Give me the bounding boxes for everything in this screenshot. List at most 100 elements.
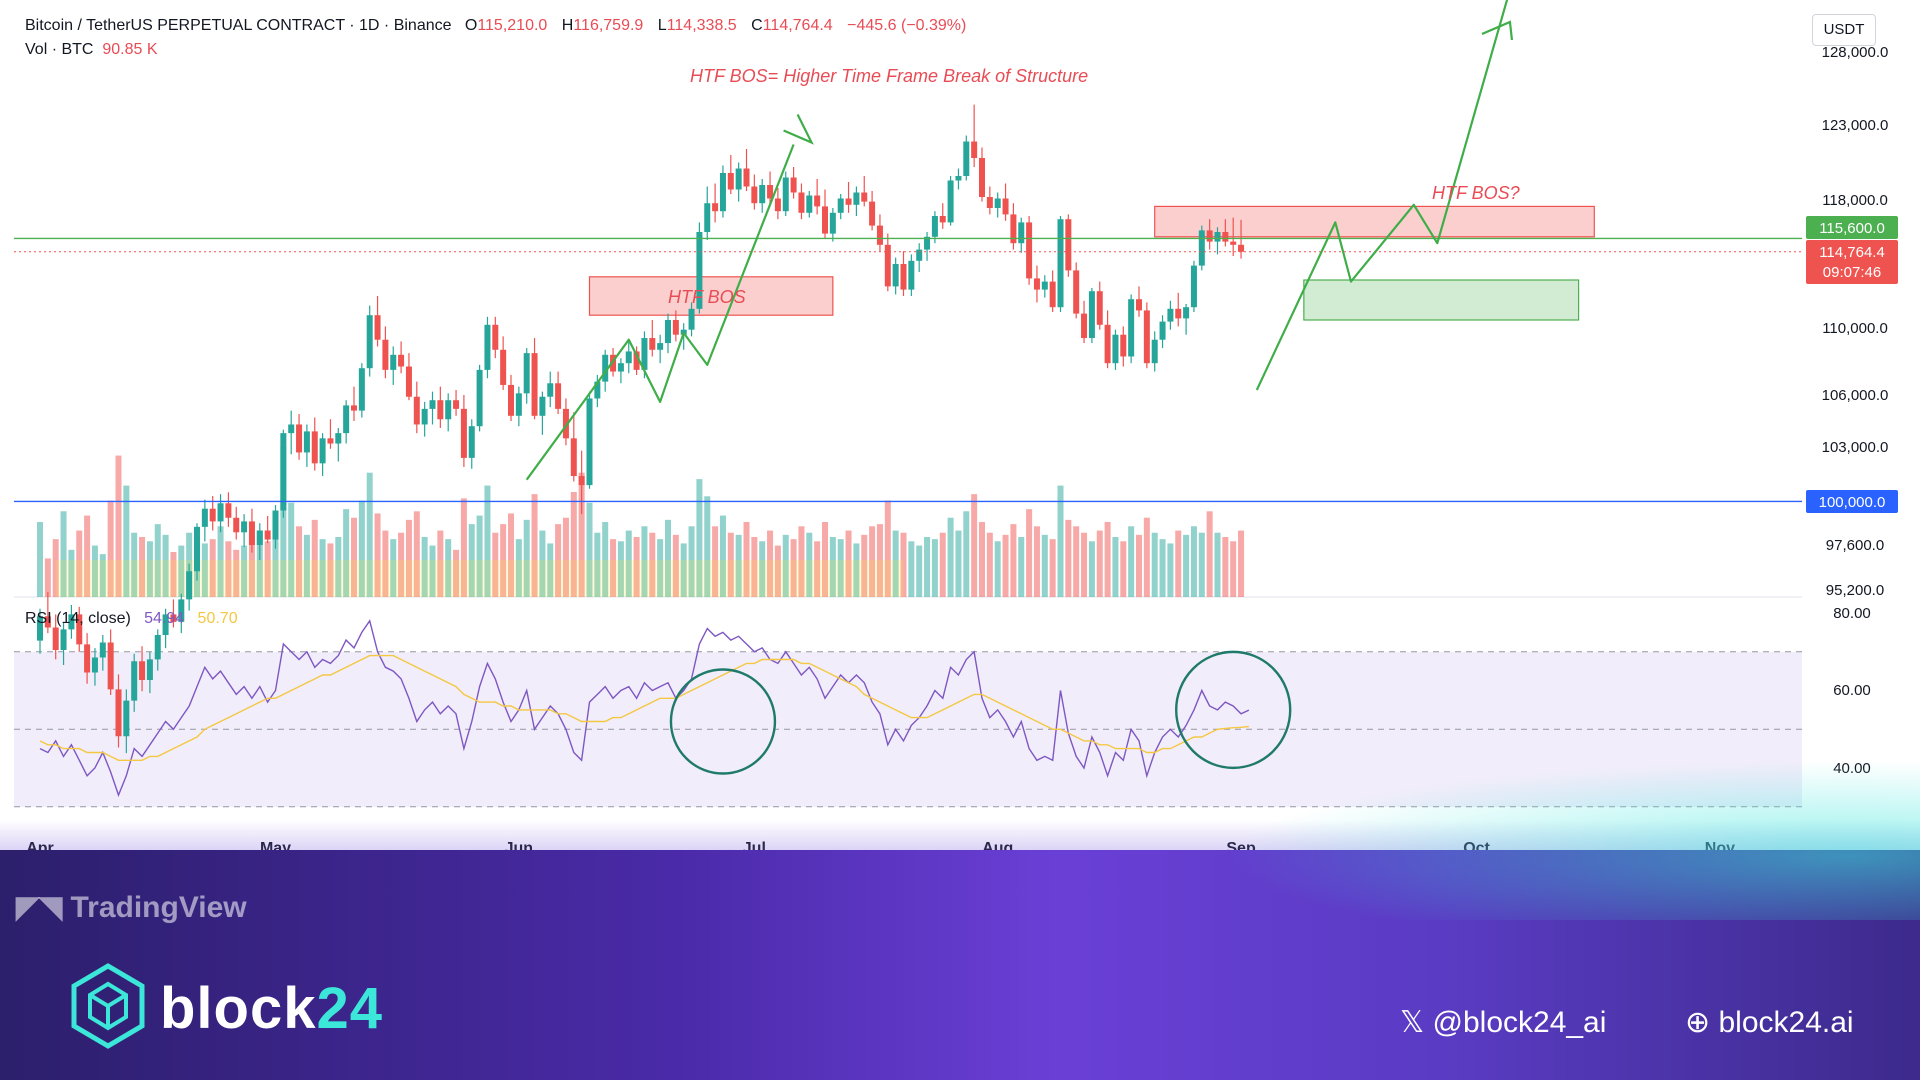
candle-body bbox=[209, 508, 216, 522]
candle-body bbox=[1018, 222, 1025, 244]
volume-bar bbox=[994, 541, 1001, 597]
candle-body bbox=[515, 393, 522, 416]
volume-bar bbox=[288, 502, 295, 597]
volume-bar bbox=[1112, 537, 1119, 597]
volume-bar bbox=[610, 539, 617, 597]
volume-bar bbox=[939, 532, 946, 597]
volume-bar bbox=[1096, 530, 1103, 597]
candle-body bbox=[555, 383, 562, 409]
candle-body bbox=[947, 180, 954, 223]
candle bbox=[296, 414, 303, 460]
volume-label[interactable]: Vol · BTC bbox=[25, 41, 94, 58]
candle-body bbox=[704, 203, 711, 232]
volume-bar bbox=[162, 534, 169, 597]
candle-body bbox=[672, 320, 679, 335]
candle-body bbox=[1081, 313, 1088, 339]
symbol-title[interactable]: Bitcoin / TetherUS PERPETUAL CONTRACT · … bbox=[25, 17, 452, 34]
globe-icon: ⊕ bbox=[1685, 1006, 1719, 1039]
candle bbox=[578, 450, 585, 515]
candle bbox=[107, 629, 114, 695]
candle bbox=[421, 401, 428, 437]
annotation-title: HTF BOS= Higher Time Frame Break of Stru… bbox=[690, 66, 1088, 86]
volume-bar bbox=[727, 532, 734, 597]
annotation-htf-bos-right: HTF BOS? bbox=[1432, 183, 1520, 203]
x-handle[interactable]: 𝕏 @block24_ai bbox=[1400, 1005, 1606, 1040]
candle-body bbox=[531, 353, 538, 416]
candle-body bbox=[861, 192, 868, 202]
candle-body bbox=[900, 264, 907, 290]
candle-body bbox=[131, 661, 138, 701]
candle bbox=[500, 336, 507, 390]
candle-body bbox=[633, 351, 640, 370]
volume-bar bbox=[91, 545, 98, 597]
tradingview-logo: ◤◥ TradingView bbox=[16, 890, 247, 925]
candle-body bbox=[186, 571, 193, 600]
candle-body bbox=[154, 635, 161, 660]
currency-button[interactable]: USDT bbox=[1812, 14, 1876, 46]
rsi-header: RSI (14, close) 54.94 50.70 bbox=[25, 610, 238, 628]
volume-bar bbox=[201, 543, 208, 597]
candle-body bbox=[1120, 334, 1127, 357]
candle-body bbox=[327, 438, 334, 444]
candle-body bbox=[178, 599, 185, 622]
volume-bar bbox=[492, 532, 499, 597]
candle-body bbox=[256, 530, 263, 545]
ohlc-low-label: L bbox=[657, 17, 667, 34]
candle bbox=[186, 563, 193, 611]
footer-glow bbox=[1220, 760, 1920, 920]
candle-body bbox=[1167, 308, 1174, 322]
volume-bar bbox=[555, 524, 562, 597]
badge-green-level: 115,600.0 bbox=[1806, 216, 1898, 239]
badge-last-price: 114,764.4 09:07:46 bbox=[1806, 240, 1898, 284]
candle-body bbox=[358, 368, 365, 411]
rsi-pane bbox=[39, 619, 1292, 798]
candle-body bbox=[37, 616, 43, 641]
candle bbox=[84, 633, 91, 684]
candle bbox=[876, 214, 883, 252]
volume-bar bbox=[139, 537, 146, 597]
candle-body bbox=[382, 339, 389, 370]
candle-body bbox=[52, 627, 59, 650]
rsi-label[interactable]: RSI (14, close) bbox=[25, 610, 131, 627]
website-link[interactable]: ⊕ block24.ai bbox=[1685, 1005, 1854, 1040]
candle bbox=[712, 183, 719, 223]
volume-bar bbox=[343, 509, 350, 597]
volume-bar bbox=[665, 519, 671, 597]
volume-bar bbox=[547, 543, 554, 597]
volume-bar bbox=[1222, 537, 1229, 597]
candle-body bbox=[1198, 230, 1205, 266]
volume-bar bbox=[625, 530, 632, 597]
volume-bar bbox=[1190, 526, 1197, 597]
candle bbox=[523, 348, 530, 404]
candle-body bbox=[272, 510, 279, 540]
candle bbox=[1198, 225, 1205, 271]
volume-bar bbox=[1151, 532, 1158, 597]
candle-body bbox=[602, 354, 609, 382]
candle bbox=[979, 147, 985, 202]
volume-bar bbox=[570, 492, 577, 597]
volume-bar bbox=[1206, 511, 1213, 597]
candle bbox=[515, 386, 522, 427]
bos-arrow-path bbox=[1255, 0, 1509, 391]
candle-body bbox=[1104, 324, 1111, 364]
volume-bar bbox=[123, 485, 130, 597]
candle-body bbox=[617, 363, 624, 372]
candle-body bbox=[712, 203, 719, 212]
candle bbox=[531, 338, 538, 420]
candle bbox=[892, 257, 899, 295]
candle-body bbox=[162, 614, 169, 635]
candle-body bbox=[374, 315, 381, 340]
volume-bar bbox=[884, 500, 891, 597]
candle-body bbox=[798, 192, 805, 213]
zones-layer bbox=[588, 205, 1595, 321]
volume-bar bbox=[390, 539, 397, 597]
volume-bar bbox=[892, 530, 899, 597]
candle-body bbox=[76, 614, 83, 645]
candle bbox=[390, 346, 397, 385]
candle-body bbox=[994, 198, 1001, 208]
candle bbox=[241, 514, 248, 547]
candle bbox=[971, 104, 978, 167]
volume-bar bbox=[37, 522, 43, 597]
volume-bar bbox=[759, 541, 766, 597]
candle-body bbox=[194, 526, 200, 572]
